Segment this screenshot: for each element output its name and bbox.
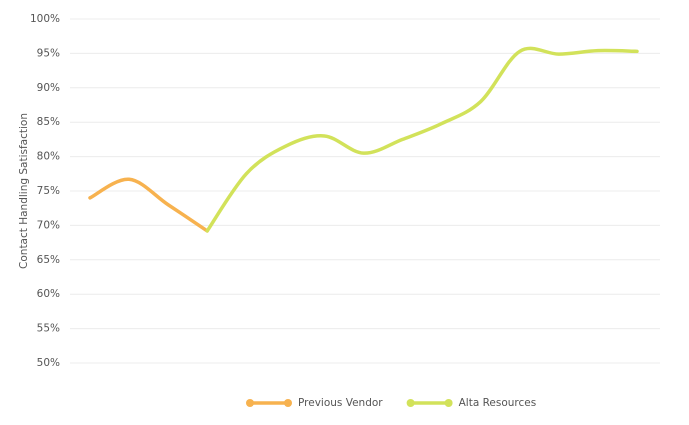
legend-label: Alta Resources — [459, 397, 537, 409]
y-tick-label: 50% — [37, 357, 60, 369]
y-tick-label: 85% — [37, 116, 60, 128]
line-series — [88, 177, 209, 233]
legend-dot — [284, 399, 292, 407]
legend-label: Previous Vendor — [298, 397, 383, 409]
legend-dot — [406, 399, 415, 407]
y-tick-label: 75% — [37, 185, 60, 197]
y-tick-label: 100% — [30, 13, 60, 25]
y-tick-label: 55% — [37, 323, 60, 335]
legend-dot — [444, 399, 453, 407]
y-tick-label: 90% — [37, 82, 60, 94]
legend-dot — [246, 399, 254, 407]
y-tick-label: 65% — [37, 254, 60, 266]
line-series — [205, 46, 639, 233]
y-tick-label: 70% — [37, 219, 60, 231]
y-axis-label: Contact Handling Satisfaction — [18, 113, 30, 269]
y-tick-label: 95% — [37, 47, 60, 59]
y-tick-label: 80% — [37, 151, 60, 163]
y-tick-label: 60% — [37, 288, 60, 300]
